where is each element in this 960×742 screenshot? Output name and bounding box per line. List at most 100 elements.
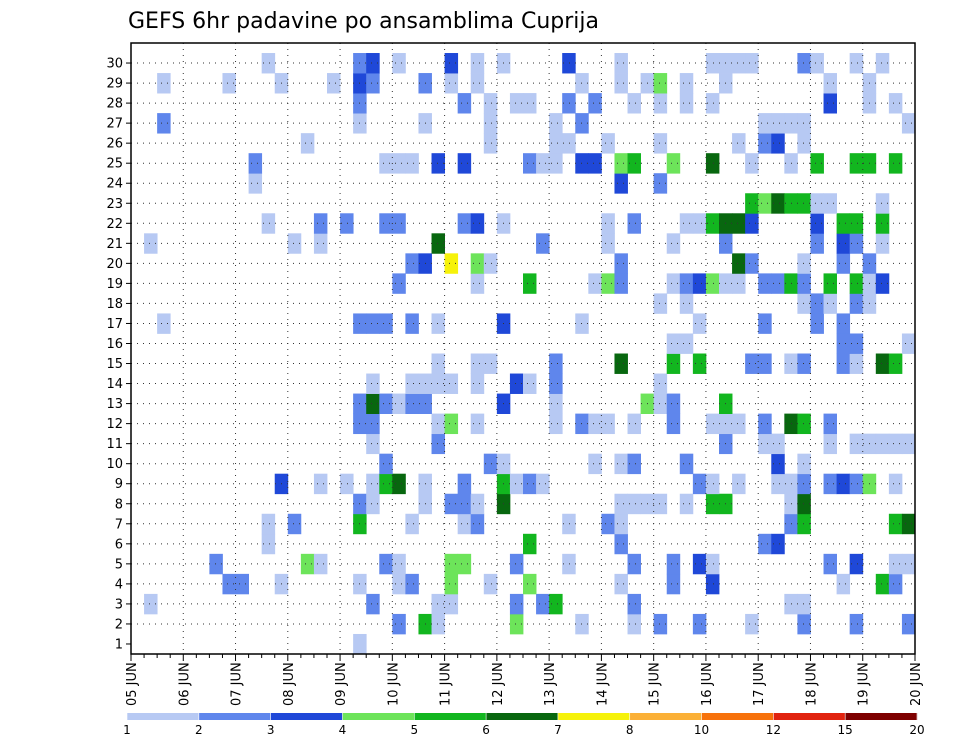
legend-label: 10 <box>694 723 709 737</box>
heatmap-cell <box>627 93 641 114</box>
heatmap-cell <box>405 313 419 334</box>
heatmap-cell <box>758 133 772 154</box>
y-tick-label: 23 <box>106 197 123 212</box>
heatmap-cell <box>614 573 628 595</box>
heatmap-cell <box>901 333 916 354</box>
heatmap-cell <box>836 313 851 334</box>
heatmap-cell <box>797 473 811 495</box>
legend-swatch <box>773 713 846 720</box>
heatmap-cell <box>549 133 563 154</box>
heatmap-cell <box>797 53 811 74</box>
heatmap-cell <box>771 273 785 294</box>
y-tick-label: 3 <box>115 597 123 612</box>
heatmap-cell <box>431 233 445 254</box>
heatmap-cell <box>627 213 641 234</box>
heatmap-cell <box>536 593 550 615</box>
heatmap-cell <box>523 473 537 495</box>
heatmap-cell <box>653 373 668 394</box>
heatmap-cell <box>431 153 445 174</box>
heatmap-cell <box>849 233 864 254</box>
x-tick-label: 09 JUN <box>334 662 349 706</box>
heatmap-cell <box>327 73 341 94</box>
heatmap-cell <box>261 533 276 555</box>
heatmap-cell <box>392 553 406 575</box>
heatmap-cell <box>758 113 772 134</box>
heatmap-cell <box>627 553 641 575</box>
heatmap-cell <box>627 493 641 515</box>
heatmap-cell <box>758 313 772 334</box>
heatmap-cell <box>549 373 563 394</box>
heatmap-cell <box>313 473 328 495</box>
heatmap-cell <box>679 453 694 475</box>
heatmap-cell <box>392 273 406 294</box>
heatmap-cell <box>392 213 406 234</box>
heatmap-cell <box>549 393 563 414</box>
heatmap-cell <box>836 213 851 234</box>
legend-label: 6 <box>482 723 490 737</box>
heatmap-cell <box>444 493 459 515</box>
heatmap-cell <box>627 153 641 174</box>
heatmap-cell <box>457 473 472 495</box>
heatmap-cell <box>875 233 890 254</box>
y-tick-label: 2 <box>115 617 123 632</box>
heatmap-cell <box>509 613 524 635</box>
heatmap-cell <box>261 513 276 535</box>
x-tick-label: 19 JUN <box>857 662 872 706</box>
heatmap-cell <box>653 133 668 154</box>
heatmap-cell <box>758 193 772 214</box>
heatmap-cell <box>666 413 681 435</box>
y-tick-label: 27 <box>106 117 123 132</box>
cells-layer <box>144 53 916 655</box>
y-tick-label: 7 <box>115 517 123 532</box>
legend-label: 12 <box>766 723 781 737</box>
heatmap-cell <box>679 213 694 234</box>
heatmap-cell <box>379 453 393 475</box>
heatmap-cell <box>248 173 263 194</box>
heatmap-cell <box>470 253 485 274</box>
y-tick-label: 26 <box>106 137 123 152</box>
heatmap-cell <box>849 353 864 374</box>
heatmap-cell <box>588 453 602 475</box>
heatmap-cell <box>797 193 811 214</box>
heatmap-cell <box>431 353 445 374</box>
heatmap-cell <box>745 613 759 635</box>
heatmap-cell <box>901 613 916 635</box>
heatmap-cell <box>457 93 472 114</box>
heatmap-cell <box>392 573 406 595</box>
heatmap-cell <box>523 373 537 394</box>
heatmap-cell <box>483 113 498 134</box>
heatmap-cell <box>666 233 681 254</box>
heatmap-cell <box>144 233 158 254</box>
x-tick-label: 16 JUN <box>700 662 715 706</box>
heatmap-cell <box>287 233 302 254</box>
heatmap-cell <box>614 73 628 94</box>
heatmap-cell <box>366 593 380 615</box>
y-tick-label: 21 <box>106 237 123 252</box>
heatmap-cell <box>849 273 864 294</box>
heatmap-cell <box>875 573 890 595</box>
y-tick-label: 18 <box>106 297 123 312</box>
heatmap-cell <box>797 253 811 274</box>
heatmap-cell <box>444 593 459 615</box>
heatmap-cell <box>614 53 628 74</box>
heatmap-cell <box>745 53 759 74</box>
heatmap-cell <box>627 453 641 475</box>
heatmap-cell <box>614 173 628 194</box>
heatmap-cell <box>601 413 615 435</box>
y-tick-label: 16 <box>106 337 123 352</box>
heatmap-cell <box>457 213 472 234</box>
heatmap-cell <box>405 153 419 174</box>
heatmap-cell <box>366 73 380 94</box>
heatmap-cell <box>405 513 419 535</box>
heatmap-cell <box>470 213 485 234</box>
heatmap-cell <box>444 73 459 94</box>
heatmap-cell <box>588 93 602 114</box>
legend-label: 3 <box>267 723 275 737</box>
heatmap-cell <box>888 433 903 455</box>
heatmap-cell <box>431 613 445 635</box>
heatmap-cell <box>392 613 406 635</box>
heatmap-cell <box>823 413 837 435</box>
heatmap-cell <box>666 393 681 414</box>
heatmap-cell <box>758 273 772 294</box>
